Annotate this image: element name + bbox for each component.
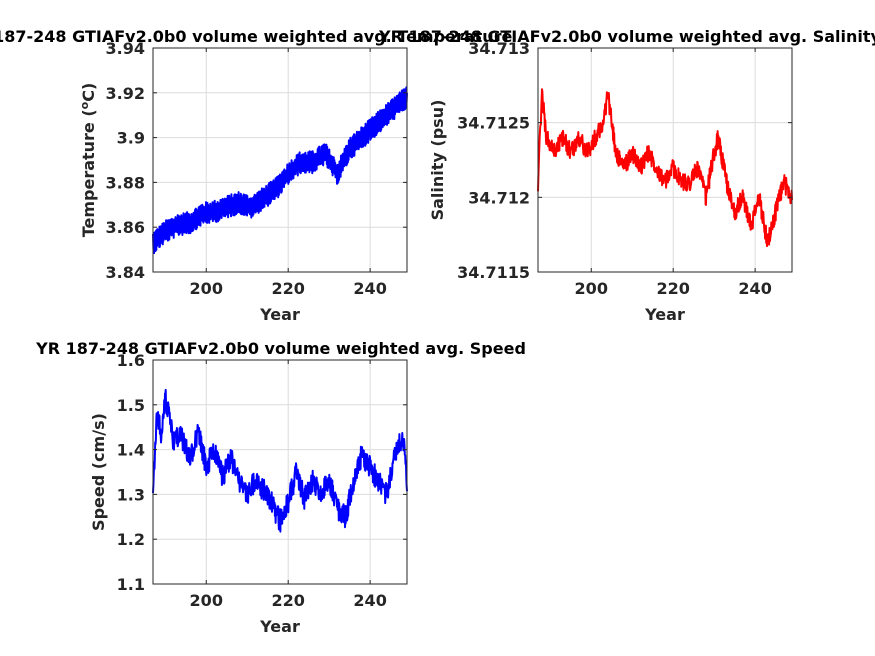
temperature-x-tick-label: 220 [271, 279, 304, 298]
speed-line [152, 388, 408, 533]
salinity-x-tick-label: 200 [575, 279, 608, 298]
speed-y-tick-label: 1.2 [117, 530, 145, 549]
salinity-x-tick-label: 220 [656, 279, 689, 298]
temperature-y-tick-label: 3.9 [117, 129, 145, 148]
speed-y-tick-label: 1.6 [117, 351, 145, 370]
temperature-y-axis-label-pre: Temperature ( [79, 109, 98, 237]
speed-y-axis-label: Speed (cm/s) [89, 413, 108, 531]
salinity-series [537, 88, 793, 248]
speed-x-tick-label: 200 [190, 591, 223, 610]
temperature-y-axis-label-degree: o [78, 101, 91, 109]
speed-axes-box [152, 359, 408, 585]
speed-y-tick-label: 1.5 [117, 396, 145, 415]
temperature-y-tick-label: 3.94 [106, 39, 145, 58]
speed-y-tick-label: 1.4 [117, 441, 145, 460]
temperature-ticks: 200 220 240 3.84 3.86 3.88 3.9 3.92 3.94 [106, 39, 407, 298]
temperature-y-tick-label: 3.92 [106, 84, 145, 103]
speed-ticks: 200 220 240 1.1 1.2 1.3 1.4 1.5 1.6 [117, 351, 407, 610]
temperature-y-tick-label: 3.84 [106, 263, 145, 282]
temperature-series [152, 86, 408, 255]
speed-x-tick-label: 220 [271, 591, 304, 610]
speed-x-axis-label: Year [259, 617, 300, 636]
salinity-line [537, 88, 793, 248]
temperature-y-axis-label-post: C) [79, 83, 98, 102]
temperature-y-axis-label: Temperature (oC) [78, 83, 98, 238]
speed-title: YR 187-248 GTIAFv2.0b0 volume weighted a… [35, 339, 526, 358]
speed-y-tick-label: 1.1 [117, 575, 145, 594]
salinity-panel: 200 220 240 34.7115 34.712 34.7125 34.713 YR 1… [378, 27, 875, 324]
speed-panel: 200 220 240 1.1 1.2 1.3 1.4 1.5 1.6 YR 187-248 G… [35, 339, 526, 636]
temperature-y-tick-label: 3.88 [106, 173, 145, 192]
temperature-line [152, 86, 408, 255]
salinity-y-tick-label: 34.7115 [457, 263, 530, 282]
salinity-axes-box [537, 47, 793, 273]
salinity-title: YR 187-248 GTIAFv2.0b0 volume weighted a… [378, 27, 875, 46]
salinity-x-axis-label: Year [644, 305, 685, 324]
salinity-y-axis-label: Salinity (psu) [428, 100, 447, 221]
temperature-title: YR 187-248 GTIAFv2.0b0 volume weighted a… [0, 27, 513, 46]
speed-y-tick-label: 1.3 [117, 485, 145, 504]
temperature-axes-box [152, 47, 408, 273]
salinity-ticks: 200 220 240 34.7115 34.712 34.7125 34.713 [457, 39, 792, 298]
salinity-y-tick-label: 34.7125 [457, 114, 530, 133]
speed-x-tick-label: 240 [353, 591, 386, 610]
temperature-panel: 200 220 240 3.84 3.86 3.88 3.9 3.92 3.94 YR 187-… [0, 27, 513, 324]
temperature-y-tick-label: 3.86 [106, 218, 145, 237]
salinity-y-tick-label: 34.713 [468, 39, 530, 58]
salinity-x-tick-label: 240 [738, 279, 771, 298]
temperature-x-tick-label: 200 [190, 279, 223, 298]
temperature-x-tick-label: 240 [353, 279, 386, 298]
temperature-x-axis-label: Year [259, 305, 300, 324]
salinity-y-tick-label: 34.712 [468, 188, 530, 207]
speed-series [152, 388, 408, 533]
